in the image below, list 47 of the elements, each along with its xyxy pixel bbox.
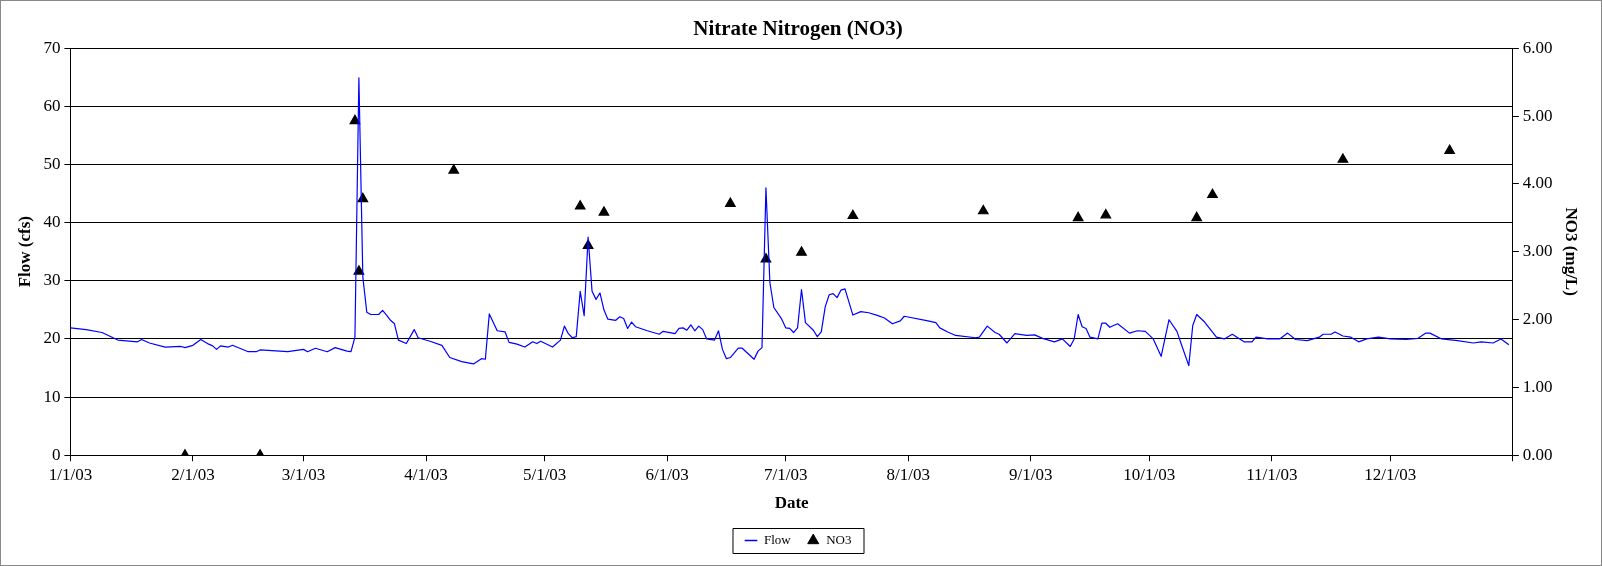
point	[1207, 188, 1218, 199]
point	[349, 114, 361, 125]
y2-tick-label: 0.00	[1522, 444, 1553, 464]
point	[1191, 211, 1203, 222]
y2-tick-label: 4.00	[1522, 173, 1553, 193]
point	[847, 209, 859, 220]
point	[977, 204, 989, 215]
chart-title: Nitrate Nitrogen (NO3)	[693, 16, 903, 41]
point	[1100, 208, 1112, 219]
x-tick-label: 1/1/03	[48, 464, 93, 484]
y2-tick-label: 1.00	[1522, 376, 1553, 396]
y-tick-label: 50	[43, 153, 61, 173]
point	[574, 200, 586, 210]
point	[725, 197, 736, 207]
x-axis-title: Date	[774, 493, 810, 513]
point	[1072, 211, 1084, 222]
y2-axis-title: NO3 (mg/L)	[1562, 207, 1582, 296]
x-tick-label: 8/1/03	[886, 464, 930, 484]
x-tick-label: 2/1/03	[171, 464, 215, 484]
x-tick-label: 10/1/03	[1123, 464, 1176, 484]
x-tick-label: 3/1/03	[281, 464, 326, 484]
point	[1337, 153, 1349, 163]
point	[598, 206, 610, 216]
y-tick-label: 60	[43, 95, 61, 115]
y-axis-title: Flow (cfs)	[14, 216, 34, 288]
y-tick-label: 20	[43, 328, 61, 348]
y2-tick-label: 5.00	[1522, 105, 1553, 125]
x-tick-label: 6/1/03	[645, 464, 689, 484]
y2-tick-label: 3.00	[1522, 241, 1553, 261]
y-tick-label: 30	[43, 270, 61, 290]
x-tick-label: 11/1/03	[1246, 464, 1298, 484]
y-tick-label: 40	[43, 212, 61, 232]
y-tick-label: 10	[43, 386, 61, 406]
y2-tick-label: 6.00	[1522, 37, 1553, 57]
point	[448, 164, 460, 174]
y-tick-label: 0	[51, 444, 61, 464]
x-tick-label: 7/1/03	[763, 464, 808, 484]
x-tick-label: 12/1/03	[1364, 464, 1417, 484]
x-tick-label: 5/1/03	[522, 464, 567, 484]
y2-tick-label: 2.00	[1522, 309, 1553, 328]
legend-label: NO3	[826, 531, 852, 547]
x-tick-label: 9/1/03	[1008, 464, 1053, 484]
point	[796, 246, 807, 256]
x-tick-label: 4/1/03	[404, 464, 448, 484]
y-tick-label: 70	[43, 37, 61, 57]
legend-label: Flow	[764, 531, 792, 547]
point	[1444, 144, 1455, 154]
